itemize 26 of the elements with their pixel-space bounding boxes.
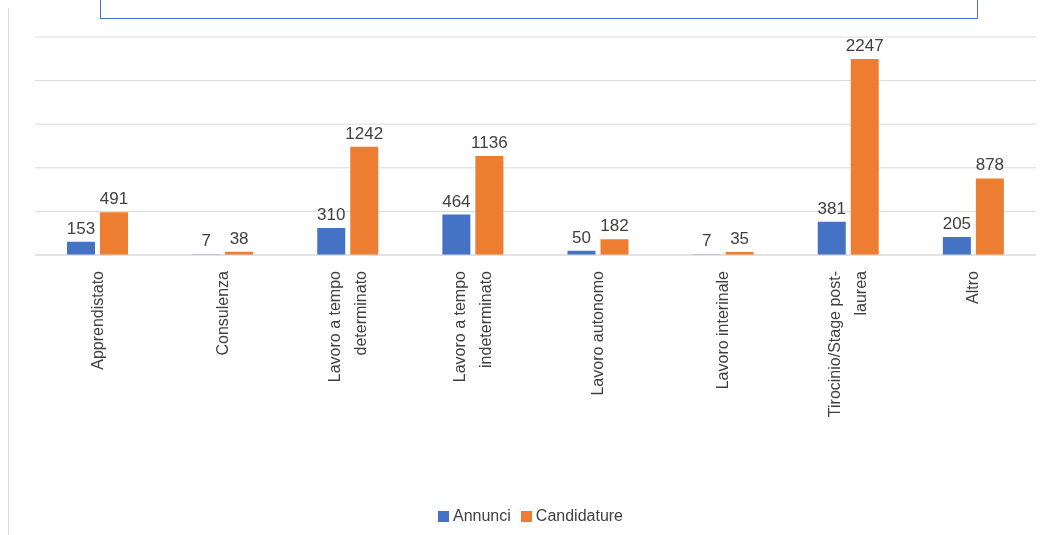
- data-label: 50: [572, 227, 591, 247]
- legend-label: Annunci: [453, 507, 511, 524]
- x-tick-label: Lavoro interinale: [714, 270, 732, 390]
- data-label: 182: [600, 216, 629, 236]
- x-tick-label: Consulenza: [213, 270, 231, 356]
- x-tick-label: Apprendistato: [88, 270, 106, 370]
- data-label: 464: [442, 191, 471, 211]
- data-label: 7: [201, 231, 211, 251]
- x-tick-label: Tirocinio/Stage post-laurea: [826, 270, 870, 418]
- x-tick-label: Lavoro a tempo indeterminato: [450, 270, 494, 383]
- data-label: 310: [317, 204, 346, 224]
- data-label: 1242: [345, 123, 384, 143]
- data-label: 381: [817, 198, 846, 218]
- data-label: 7: [701, 231, 712, 251]
- data-label: 35: [730, 228, 750, 248]
- data-label: 38: [229, 228, 249, 248]
- legend-label: Candidature: [535, 507, 623, 524]
- x-tick-label: Lavoro a tempo determinato: [325, 270, 369, 383]
- data-label: 153: [66, 218, 96, 238]
- data-label: 1136: [471, 132, 508, 152]
- data-label: 878: [975, 155, 1005, 175]
- x-tick-label: Altro: [964, 270, 982, 304]
- data-label: 491: [99, 189, 129, 209]
- data-label: 2247: [845, 36, 884, 56]
- x-tick-label: Lavoro autonomo: [589, 270, 607, 396]
- data-label: 205: [942, 214, 972, 234]
